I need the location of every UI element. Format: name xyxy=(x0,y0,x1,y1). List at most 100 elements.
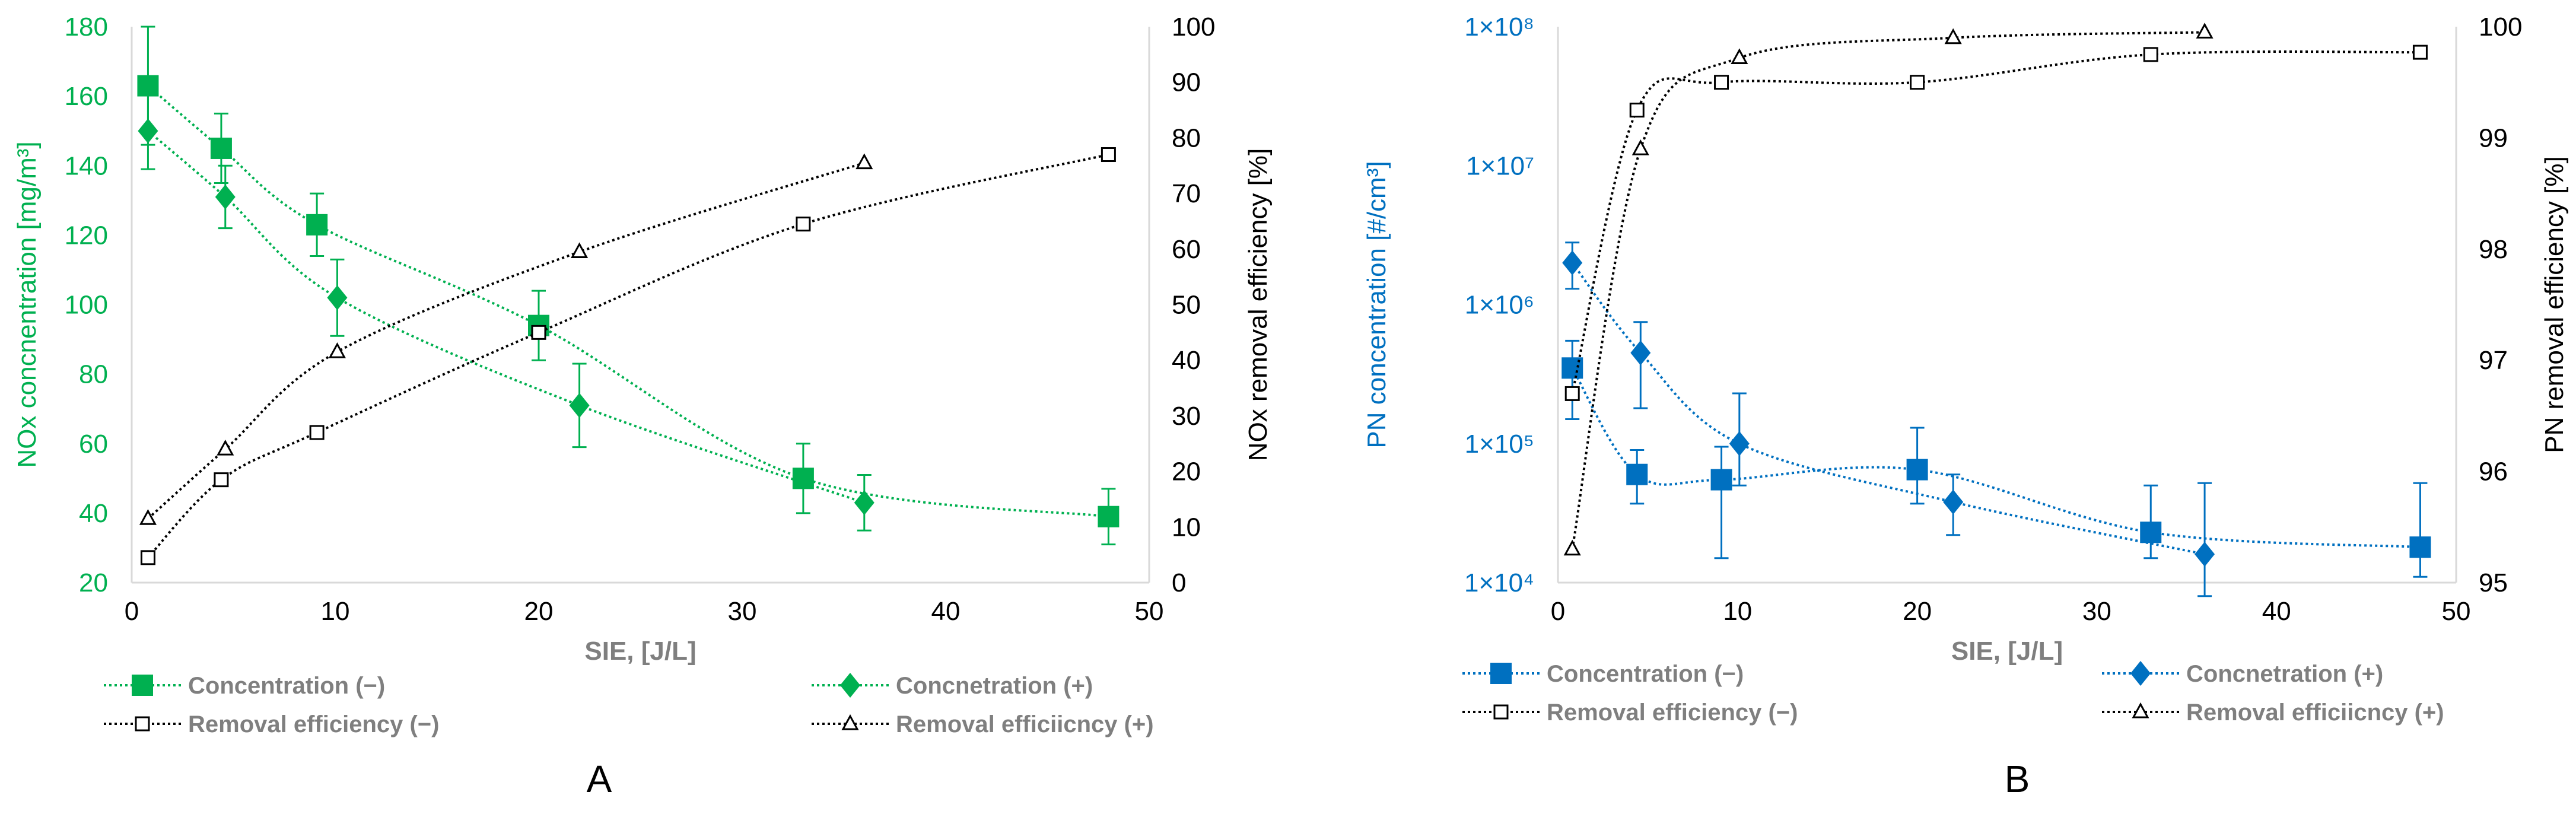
series-3 xyxy=(1564,44,2428,401)
data-point xyxy=(2412,44,2428,60)
data-point xyxy=(1714,75,1729,90)
data-point xyxy=(2143,47,2158,62)
left-y-tick-label: 1×10⁶ xyxy=(1465,291,1534,320)
data-point xyxy=(2140,522,2162,543)
x-axis-label: SIE, [J/L] xyxy=(584,637,696,666)
x-axis-label: SIE, [J/L] xyxy=(1951,637,2063,666)
legend: Concentration (−) Concnetration (+) Remova… xyxy=(104,673,1154,737)
right-y-tick-label: 80 xyxy=(1172,123,1201,152)
x-tick-label: 30 xyxy=(728,597,757,626)
data-point xyxy=(1629,103,1645,118)
legend-label: Removal efficiency (−) xyxy=(1547,699,1798,726)
right-y-tick-label: 50 xyxy=(1172,291,1201,320)
legend-label: Concnetration (+) xyxy=(896,673,1093,699)
x-tick-label: 40 xyxy=(2262,597,2291,626)
data-point xyxy=(2409,536,2431,558)
data-point xyxy=(1632,139,1649,155)
data-point xyxy=(210,137,232,159)
data-point xyxy=(1626,463,1648,485)
left-y-tick-label: 160 xyxy=(65,82,108,111)
right-y-tick-label: 97 xyxy=(2479,346,2508,375)
left-y-axis-title: NOx concnentration [mg/m³] xyxy=(12,141,42,468)
data-point xyxy=(309,425,325,440)
series-line xyxy=(147,130,865,504)
data-point xyxy=(1630,340,1651,365)
x-tick-label: 50 xyxy=(1135,597,1164,626)
legend-marker xyxy=(132,675,153,696)
legend-label: Removal efficiency (−) xyxy=(188,711,440,737)
legend-marker xyxy=(840,673,860,698)
right-y-tick-label: 99 xyxy=(2479,123,2508,152)
data-point xyxy=(306,214,328,236)
data-point xyxy=(214,472,229,488)
left-y-tick-label: 120 xyxy=(65,221,108,250)
data-point xyxy=(327,285,348,310)
series-1 xyxy=(1561,339,2431,578)
panel-label: A xyxy=(587,758,612,800)
left-y-tick-label: 80 xyxy=(79,360,108,389)
series-line xyxy=(147,161,865,520)
legend-item: Removal efficiicncy (+) xyxy=(2102,699,2444,726)
right-y-axis-title: PN removal efficiency [%] xyxy=(2540,156,2569,453)
left-y-tick-label: 1×10⁸ xyxy=(1464,12,1534,42)
left-y-tick-label: 100 xyxy=(65,291,108,320)
data-point xyxy=(1729,431,1750,456)
data-point xyxy=(1944,28,1962,44)
data-point xyxy=(569,393,590,418)
left-y-tick-label: 1×10⁴ xyxy=(1464,568,1534,597)
series-2 xyxy=(1562,241,2215,597)
data-point xyxy=(2196,23,2214,39)
right-y-tick-label: 90 xyxy=(1172,68,1201,97)
legend-label: Removal efficiicncy (+) xyxy=(896,711,1154,737)
x-tick-label: 10 xyxy=(1723,597,1752,626)
legend-label: Concentration (−) xyxy=(1547,661,1744,687)
right-y-tick-label: 0 xyxy=(1172,568,1186,597)
data-point xyxy=(2195,542,2215,567)
left-y-tick-label: 20 xyxy=(79,568,108,597)
series-line xyxy=(147,85,1109,518)
legend-marker xyxy=(135,716,150,732)
legend-item: Concentration (−) xyxy=(104,673,385,699)
legend-item: Concnetration (+) xyxy=(812,673,1093,699)
x-tick-label: 0 xyxy=(1551,597,1565,626)
legend-item: Removal efficiency (−) xyxy=(1462,699,1798,726)
left-y-tick-label: 180 xyxy=(65,12,108,42)
legend-marker xyxy=(1493,704,1509,720)
chart-panel-b: 0 10 20 30 40 50 SIE, [J/L] 1×10⁴ 1×10⁵ 1×10⁶ 1×10… xyxy=(1362,12,2569,800)
left-y-tick-label: 1×10⁷ xyxy=(1466,151,1534,180)
x-tick-label: 50 xyxy=(2442,597,2471,626)
data-point xyxy=(215,184,236,209)
legend-item: Concnetration (+) xyxy=(2102,661,2383,687)
series-line xyxy=(1571,262,2205,556)
data-point xyxy=(531,325,546,340)
legend-marker xyxy=(1490,663,1512,684)
x-tick-label: 20 xyxy=(1903,597,1932,626)
data-point xyxy=(328,342,346,358)
series-4 xyxy=(1563,23,2214,556)
right-y-tick-label: 40 xyxy=(1172,346,1201,375)
x-tick-label: 10 xyxy=(321,597,350,626)
data-point xyxy=(796,217,811,232)
right-y-tick-label: 98 xyxy=(2479,235,2508,264)
data-point xyxy=(1562,250,1583,275)
data-point xyxy=(1098,505,1120,527)
data-point xyxy=(856,153,873,170)
series-line xyxy=(147,153,1109,559)
series-line xyxy=(1571,367,2421,549)
data-point xyxy=(217,439,234,456)
data-point xyxy=(1101,147,1116,163)
left-y-tick-label: 1×10⁵ xyxy=(1465,430,1534,459)
data-point xyxy=(1731,48,1748,64)
legend-label: Concnetration (+) xyxy=(2186,661,2383,687)
legend-label: Removal efficiicncy (+) xyxy=(2186,699,2444,726)
legend-item: Removal efficiency (−) xyxy=(104,711,440,737)
x-tick-label: 0 xyxy=(125,597,139,626)
data-point xyxy=(138,118,158,144)
left-y-tick-label: 140 xyxy=(65,151,108,180)
right-y-tick-label: 100 xyxy=(1172,12,1215,42)
data-point xyxy=(1906,459,1928,481)
series-line xyxy=(1571,31,2205,550)
series-2 xyxy=(138,91,874,532)
